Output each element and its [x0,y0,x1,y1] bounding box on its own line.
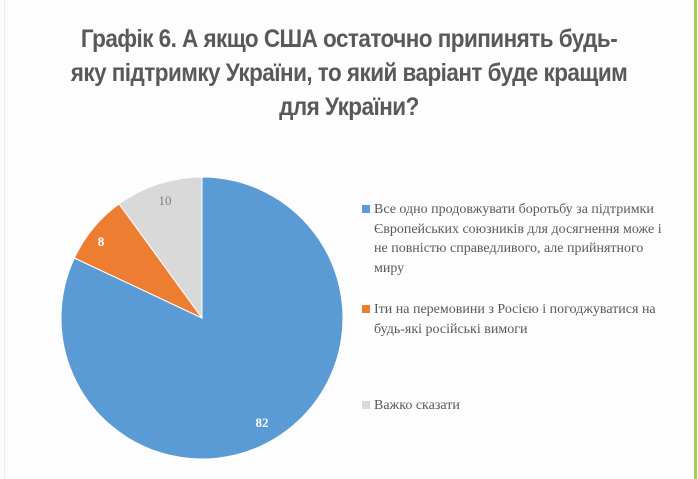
legend-label: Іти на перемовини з Росією і погоджувати… [374,302,656,337]
legend-label: Важко сказати [374,398,460,413]
legend-marker-gray-icon [362,401,370,409]
slice-hard-to-say[interactable] [118,176,203,320]
legend-marker-blue-icon [362,205,370,213]
data-label-10: 10 [159,193,172,208]
title-line-1: Графік 6. А якщо США остаточно припинять… [80,25,618,53]
title-line-3: для України? [279,93,419,121]
left-edge-line [4,0,5,479]
data-label-82: 82 [256,415,269,430]
legend-item-negotiate[interactable]: Іти на перемовини з Росією і погоджувати… [362,300,664,339]
chart-title: Графік 6. А якщо США остаточно припинять… [48,22,651,124]
green-border [694,0,697,479]
legend-item-continue-fighting[interactable]: Все одно продовжувати боротьбу за підтри… [362,200,664,278]
legend-marker-orange-icon [362,305,370,313]
data-label-8: 8 [98,234,105,249]
legend-item-hard-to-say[interactable]: Важко сказати [362,396,664,416]
title-line-2: яку підтримку України, то який варіант б… [70,59,628,87]
legend-label: Все одно продовжувати боротьбу за підтри… [374,202,662,276]
